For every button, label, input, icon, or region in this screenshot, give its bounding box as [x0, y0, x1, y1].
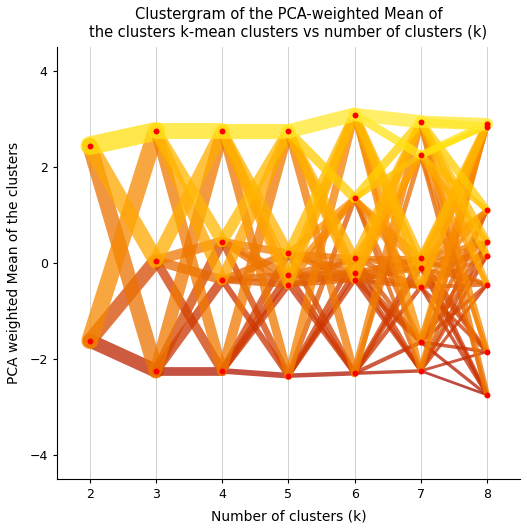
Point — [350, 268, 359, 277]
Point — [416, 254, 425, 262]
Point — [218, 237, 227, 246]
Point — [483, 252, 491, 260]
Point — [483, 280, 491, 289]
Point — [350, 276, 359, 284]
Point — [483, 120, 491, 128]
Point — [483, 122, 491, 131]
Point — [483, 348, 491, 356]
Point — [284, 249, 292, 258]
Point — [416, 283, 425, 292]
Point — [218, 367, 227, 375]
Point — [152, 257, 160, 265]
Point — [284, 372, 292, 380]
Point — [483, 237, 491, 246]
Point — [350, 369, 359, 377]
X-axis label: Number of clusters (k): Number of clusters (k) — [211, 509, 366, 523]
Point — [152, 127, 160, 136]
Point — [416, 367, 425, 375]
Point — [284, 280, 292, 289]
Point — [284, 271, 292, 279]
Point — [218, 127, 227, 136]
Point — [483, 391, 491, 399]
Title: Clustergram of the PCA-weighted Mean of
the clusters k-mean clusters vs number o: Clustergram of the PCA-weighted Mean of … — [89, 7, 487, 39]
Point — [350, 194, 359, 202]
Point — [152, 367, 160, 375]
Point — [218, 276, 227, 284]
Point — [284, 127, 292, 136]
Point — [85, 142, 94, 150]
Point — [416, 118, 425, 126]
Point — [350, 110, 359, 119]
Point — [350, 254, 359, 262]
Point — [416, 338, 425, 347]
Point — [483, 206, 491, 215]
Point — [85, 337, 94, 345]
Point — [416, 151, 425, 160]
Y-axis label: PCA weighted Mean of the clusters: PCA weighted Mean of the clusters — [7, 142, 21, 384]
Point — [416, 263, 425, 272]
